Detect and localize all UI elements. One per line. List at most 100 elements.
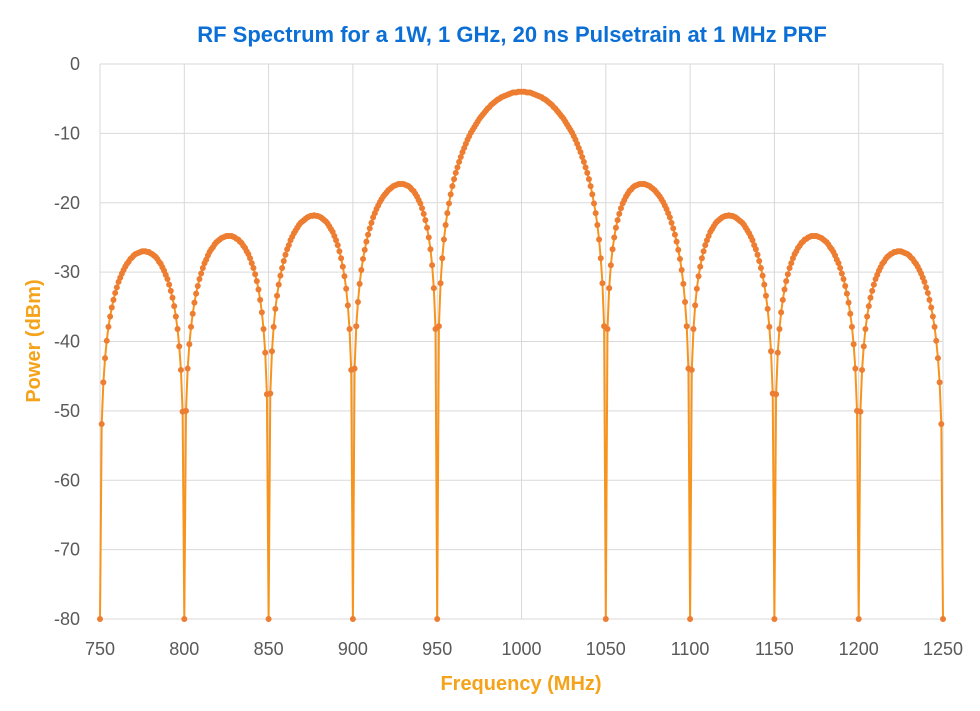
data-point [451,176,458,183]
data-point [869,287,876,294]
data-point [840,276,847,283]
data-point [781,286,788,293]
data-point [676,255,683,262]
data-point [864,313,871,320]
x-tick-label: 750 [85,639,115,659]
data-point [447,191,454,198]
y-axis-ticks: 0 -10 -20 -30 -40 -50 -60 -70 -80 [54,54,80,629]
data-point [272,305,279,312]
y-tick-label: -70 [54,540,80,560]
data-point [336,248,343,255]
data-point [936,379,943,386]
data-point [848,323,855,330]
data-point [169,294,176,301]
data-point [186,341,193,348]
data-point [363,238,370,245]
data-point [596,236,603,243]
gridlines [99,63,944,620]
data-point [191,299,198,306]
x-tick-label: 800 [169,639,199,659]
data-point [247,255,254,262]
data-point [591,200,597,207]
data-point [349,616,356,622]
data-point [184,365,191,372]
data-point [258,309,265,316]
data-point [585,176,592,183]
data-point [612,224,619,231]
data-point [267,390,274,397]
data-point [457,153,464,160]
x-tick-label: 1100 [671,639,710,659]
data-point [97,616,103,622]
data-point [762,292,769,299]
data-point [177,366,184,373]
data-point [702,242,709,249]
data-point [690,326,697,333]
data-point [198,270,205,277]
data-point [697,263,704,270]
data-point [671,231,678,238]
data-point [250,264,257,271]
data-point [427,246,434,253]
data-point [417,200,424,207]
data-point [193,290,200,297]
data-point [698,255,705,262]
data-point [366,225,373,232]
data-point [757,264,764,271]
data-point [255,286,262,293]
x-tick-label: 1050 [586,639,626,659]
data-point [611,234,618,241]
data-point [100,379,107,386]
data-point [607,262,614,269]
data-point [759,272,766,279]
data-point [579,153,586,160]
data-point [420,210,427,217]
data-point [778,309,785,316]
data-point [176,343,183,350]
data-point [456,158,463,165]
data-point [926,296,933,303]
data-point [257,296,264,303]
data-point [921,278,928,285]
data-point [940,616,946,622]
data-point [761,281,768,288]
x-tick-label: 1000 [501,639,541,659]
data-point [614,217,621,224]
data-point [692,302,699,309]
data-point [274,292,281,299]
data-point [279,264,286,271]
data-point [440,236,447,243]
data-point [338,255,345,262]
data-point [435,323,442,330]
data-point [199,264,206,271]
data-point [424,224,431,231]
data-point [923,284,930,291]
data-point [682,298,689,305]
data-point [442,221,449,228]
data-point [103,337,110,344]
data-point [282,251,289,258]
data-point [365,231,372,238]
data-point [582,164,589,171]
chart-title: RF Spectrum for a 1W, 1 GHz, 20 ns Pulse… [197,22,827,47]
x-axis-label: Frequency (MHz) [440,673,601,695]
y-tick-label: -20 [54,193,80,213]
data-point [333,237,340,244]
data-point [666,214,673,221]
data-point [112,289,119,296]
data-point [768,348,775,355]
data-point [845,299,852,306]
data-point [343,285,350,292]
data-point [764,305,771,312]
data-point [594,221,601,228]
data-point [670,225,677,232]
data-point [356,280,363,287]
data-point [434,616,441,622]
x-tick-label: 950 [422,639,452,659]
data-point [108,304,115,311]
data-point [859,366,866,373]
data-point [584,169,591,176]
x-tick-label: 900 [338,639,368,659]
data-point [617,205,624,212]
y-axis-label: Power (dBm) [23,279,45,402]
